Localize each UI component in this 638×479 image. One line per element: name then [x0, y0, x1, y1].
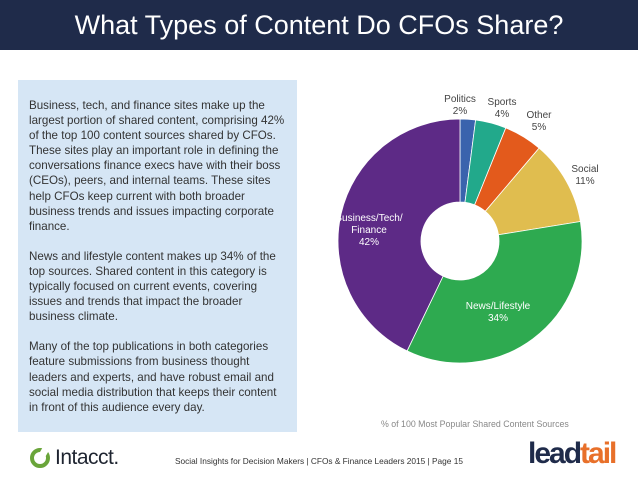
label-social: Social 11%: [571, 164, 598, 187]
intacct-mark-icon: [30, 448, 50, 468]
label-sports: Sports 4%: [488, 97, 517, 120]
label-other: Other 5%: [526, 110, 552, 133]
label-business-tech-finance: Business/Tech/Finance 42%: [335, 213, 402, 248]
label-news-lifestyle: News/Lifestyle 34%: [466, 301, 531, 324]
slide-title-bar: What Types of Content Do CFOs Share?: [0, 0, 638, 50]
intacct-logo-text: Intacct.: [55, 446, 119, 469]
paragraph-publications: Many of the top publications in both cat…: [29, 340, 277, 414]
slice-business-tech-finance: [337, 118, 461, 352]
footer-text: Social Insights for Decision Makers | CF…: [175, 456, 463, 466]
label-politics: Politics 2%: [444, 94, 476, 117]
slice-news-lifestyle: [406, 221, 583, 364]
intacct-logo: Intacct.: [30, 446, 119, 470]
paragraph-news: News and lifestyle content makes up 34% …: [29, 249, 276, 324]
paragraph-business: Business, tech, and finance sites make u…: [29, 99, 285, 233]
content-type-donut-chart: Politics 2% Sports 4% Other 5% Social 11% News/L…: [335, 94, 599, 364]
leadtail-logo-tail: tail: [580, 437, 617, 470]
slide-title: What Types of Content Do CFOs Share?: [74, 9, 564, 40]
leadtail-logo: leadtail: [528, 437, 617, 470]
leadtail-logo-lead: lead: [528, 437, 582, 470]
description-panel: Business, tech, and finance sites make u…: [18, 80, 297, 432]
chart-caption: % of 100 Most Popular Shared Content Sou…: [381, 419, 569, 429]
